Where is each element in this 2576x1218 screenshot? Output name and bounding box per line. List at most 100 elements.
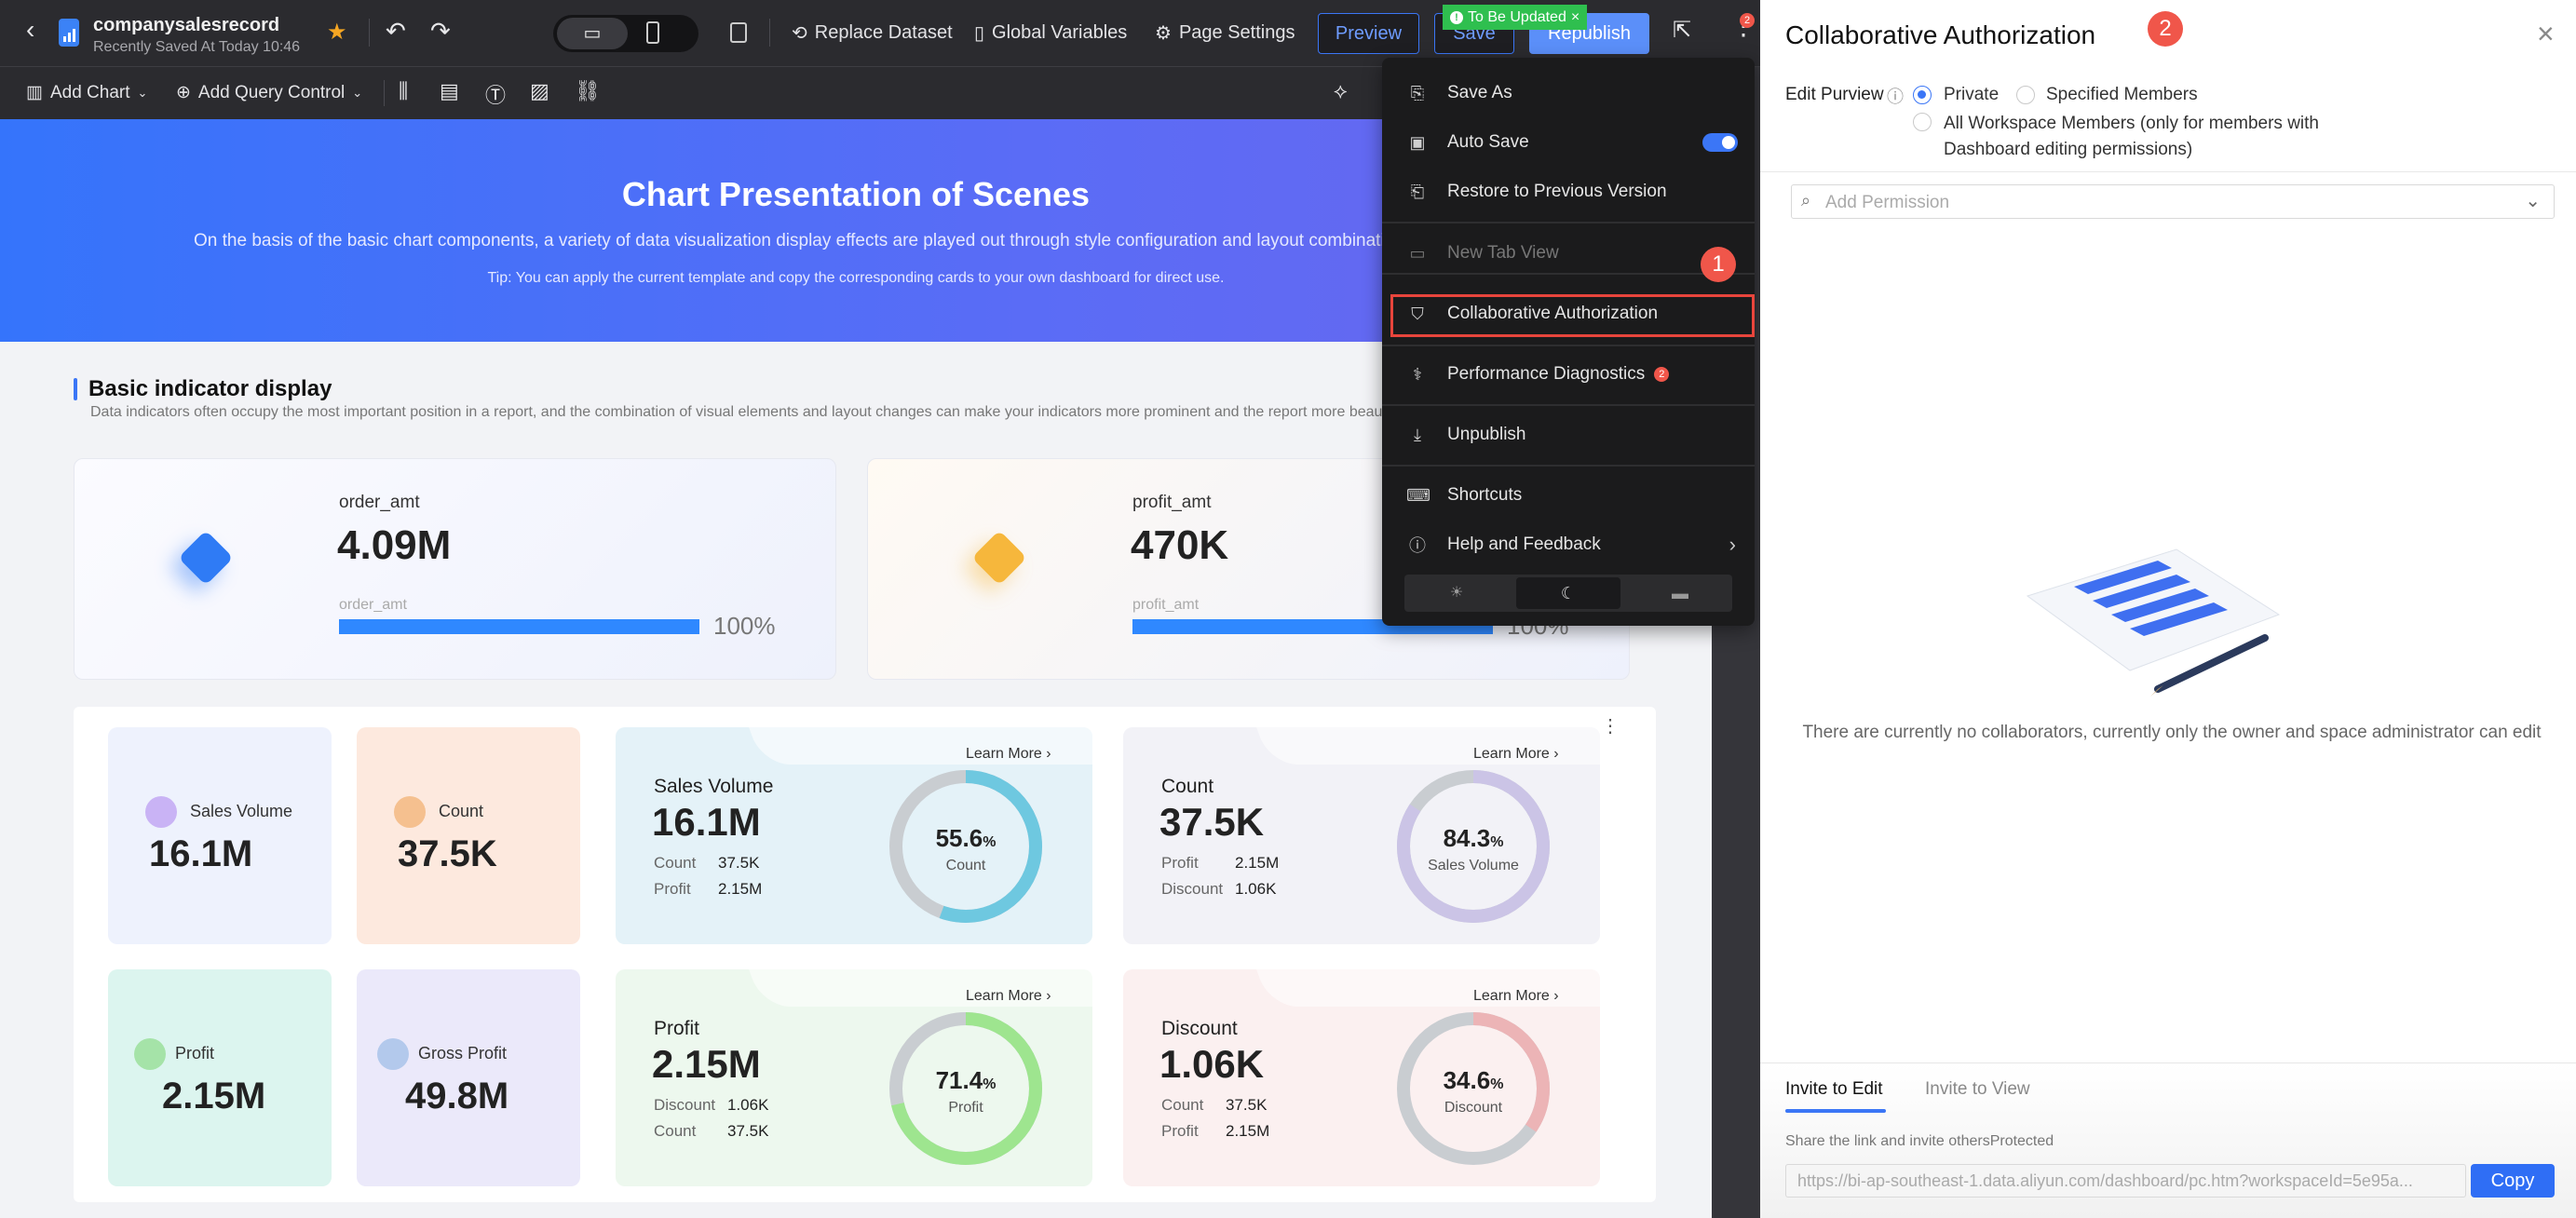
donut-metric-card: Learn More › Discount 1.06K Count 37.5K Pr… [1123,969,1600,1186]
card-title: Discount [1161,1018,1238,1039]
share-link-input[interactable]: https://bi-ap-southeast-1.data.aliyun.co… [1785,1164,2466,1198]
radio-all-workspace-members[interactable] [1913,113,1932,131]
donut-chart [889,1012,1042,1165]
restore-icon: ⎗ [1410,182,1425,201]
top-bar: ‹ companysalesrecord Recently Saved At T… [0,0,1760,67]
donut-percent: 71.4% [935,1066,997,1094]
dashboard-title[interactable]: companysalesrecord [93,15,280,35]
system-theme-icon[interactable]: ▬ [1672,584,1688,602]
add-query-control-button[interactable]: ⊕ Add Query Control ⌄ [176,82,363,103]
card-title: Sales Volume [654,776,774,797]
card-title: Profit [654,1018,700,1039]
metric-value: 16.1M [149,833,253,874]
learn-more-link[interactable]: Learn More › [966,746,1051,762]
chevron-down-icon: ⌄ [2525,191,2541,211]
small-metric-card: Sales Volume 16.1M [108,727,332,944]
redo-icon[interactable]: ↷ [430,17,451,45]
detail-value: 2.15M [718,880,763,898]
donut-chart [1397,770,1550,923]
donut-metric-card: Learn More › Sales Volume 16.1M Count 37.… [616,727,1092,944]
tab-invite-to-edit[interactable]: Invite to Edit [1785,1079,1883,1099]
kpi-label: profit_amt [1132,493,1212,512]
donut-percent: 55.6% [935,824,997,852]
menu-item-collaborative-authorization[interactable]: ⛉ Collaborative Authorization [1382,293,1755,334]
menu-item-auto-save[interactable]: ▣ Auto Save [1382,122,1755,163]
option-private-label[interactable]: Private [1944,85,2000,104]
metric-icon [145,796,177,828]
replace-dataset-button[interactable]: ⟲ Replace Dataset [792,22,953,44]
detail-key: Count [654,1122,697,1140]
variables-icon: ▯ [974,23,985,44]
close-badge-icon[interactable]: × [1570,8,1580,25]
close-icon[interactable]: × [2537,17,2555,50]
global-variables-button[interactable]: ▯ Global Variables [974,22,1128,44]
menu-item-restore[interactable]: ⎗ Restore to Previous Version [1382,171,1755,212]
menu-item-unpublish[interactable]: ⤓ Unpublish [1382,414,1755,455]
step-marker-1: 1 [1701,247,1736,282]
metric-label: Profit [175,1044,215,1062]
add-chart-button[interactable]: ▥ Add Chart ⌄ [26,82,148,103]
mobile-view-icon[interactable] [646,21,659,44]
info-icon[interactable]: ⓘ [1887,88,1904,106]
highlight-box [1390,294,1755,337]
metric-label: Sales Volume [190,802,293,820]
small-metric-card: Count 37.5K [357,727,580,944]
chevron-down-icon: ⌄ [137,85,148,100]
copy-button[interactable]: Copy [2471,1164,2555,1198]
menu-item-performance-diagnostics[interactable]: ⚕ Performance Diagnostics 2 [1382,354,1755,395]
help-icon: ⓘ [1409,536,1426,555]
tab-container-icon[interactable]: ▤ [440,79,459,102]
share-icon[interactable]: ⇱ [1673,18,1692,43]
menu-item-new-tab-view: ▭ New Tab View [1382,233,1755,274]
learn-more-link[interactable]: Learn More › [966,988,1051,1004]
card-value: 1.06K [1159,1042,1265,1086]
donut-chart [889,770,1042,923]
kpi-label: order_amt [339,493,420,512]
empty-state-text: There are currently no collaborators, cu… [1802,723,2542,742]
menu-item-help[interactable]: ⓘ Help and Feedback › [1382,524,1755,565]
device-toggle: ▭ [553,15,698,52]
tab-invite-to-view[interactable]: Invite to View [1925,1079,2030,1099]
radio-private[interactable] [1913,86,1932,104]
menu-item-shortcuts[interactable]: ⌨ Shortcuts [1406,485,1523,505]
back-icon[interactable]: ‹ [26,15,35,44]
kpi-sub-label: profit_amt [1132,597,1200,613]
learn-more-link[interactable]: Learn More › [1473,988,1559,1004]
page-settings-button[interactable]: ⚙ Page Settings [1155,22,1295,44]
kpi-card-order-amt: order_amt 4.09M order_amt 100% [74,458,836,761]
option-all-workspace-label[interactable]: All Workspace Members (only for members … [1944,114,2319,159]
detail-value: 1.06K [1235,880,1277,898]
undo-icon[interactable]: ↶ [386,17,406,45]
preview-button[interactable]: Preview [1318,13,1419,54]
card-title: Count [1161,776,1214,797]
menu-item-save-as[interactable]: ⎘ Save As [1382,73,1755,114]
link-icon[interactable]: ⛓ [575,79,601,102]
card-value: 2.15M [652,1042,761,1086]
collaborative-authorization-panel: Collaborative Authorization 2 × Edit Pur… [1760,0,2576,1218]
cube-icon [178,530,234,586]
donut-arc [1397,1012,1550,1165]
option-specified-members-label[interactable]: Specified Members [2046,85,2198,104]
dark-theme-icon[interactable]: ☾ [1516,577,1620,609]
learn-more-link[interactable]: Learn More › [1473,746,1559,762]
edit-purview-label: Edit Purview [1785,85,1884,104]
star-icon[interactable]: ★ [327,20,347,45]
paint-icon[interactable]: ⟡ [1334,79,1348,102]
more-options-icon[interactable]: ⋮ [1601,716,1620,737]
desktop-view-icon[interactable]: ▭ [557,18,628,49]
image-icon[interactable]: ▨ [530,79,549,102]
radio-specified-members[interactable] [2016,86,2035,104]
section-description: Data indicators often occupy the most im… [90,404,1410,420]
gear-icon: ⚙ [1155,23,1172,44]
add-permission-input[interactable]: ⌕ Add Permission ⌄ [1791,184,2555,219]
more-badge: 2 [1740,13,1755,28]
layout-icon[interactable]: ⫼ [399,79,409,102]
donut-label: Discount [1444,1100,1503,1116]
light-theme-icon[interactable]: ☀ [1449,585,1464,601]
donut-label: Count [945,858,986,873]
detail-key: Discount [1161,880,1224,898]
lock-icon[interactable] [730,22,747,43]
shield-icon: ⛉ [1411,304,1424,323]
auto-save-toggle[interactable] [1702,133,1738,152]
text-icon[interactable]: Ⓣ [485,84,507,107]
